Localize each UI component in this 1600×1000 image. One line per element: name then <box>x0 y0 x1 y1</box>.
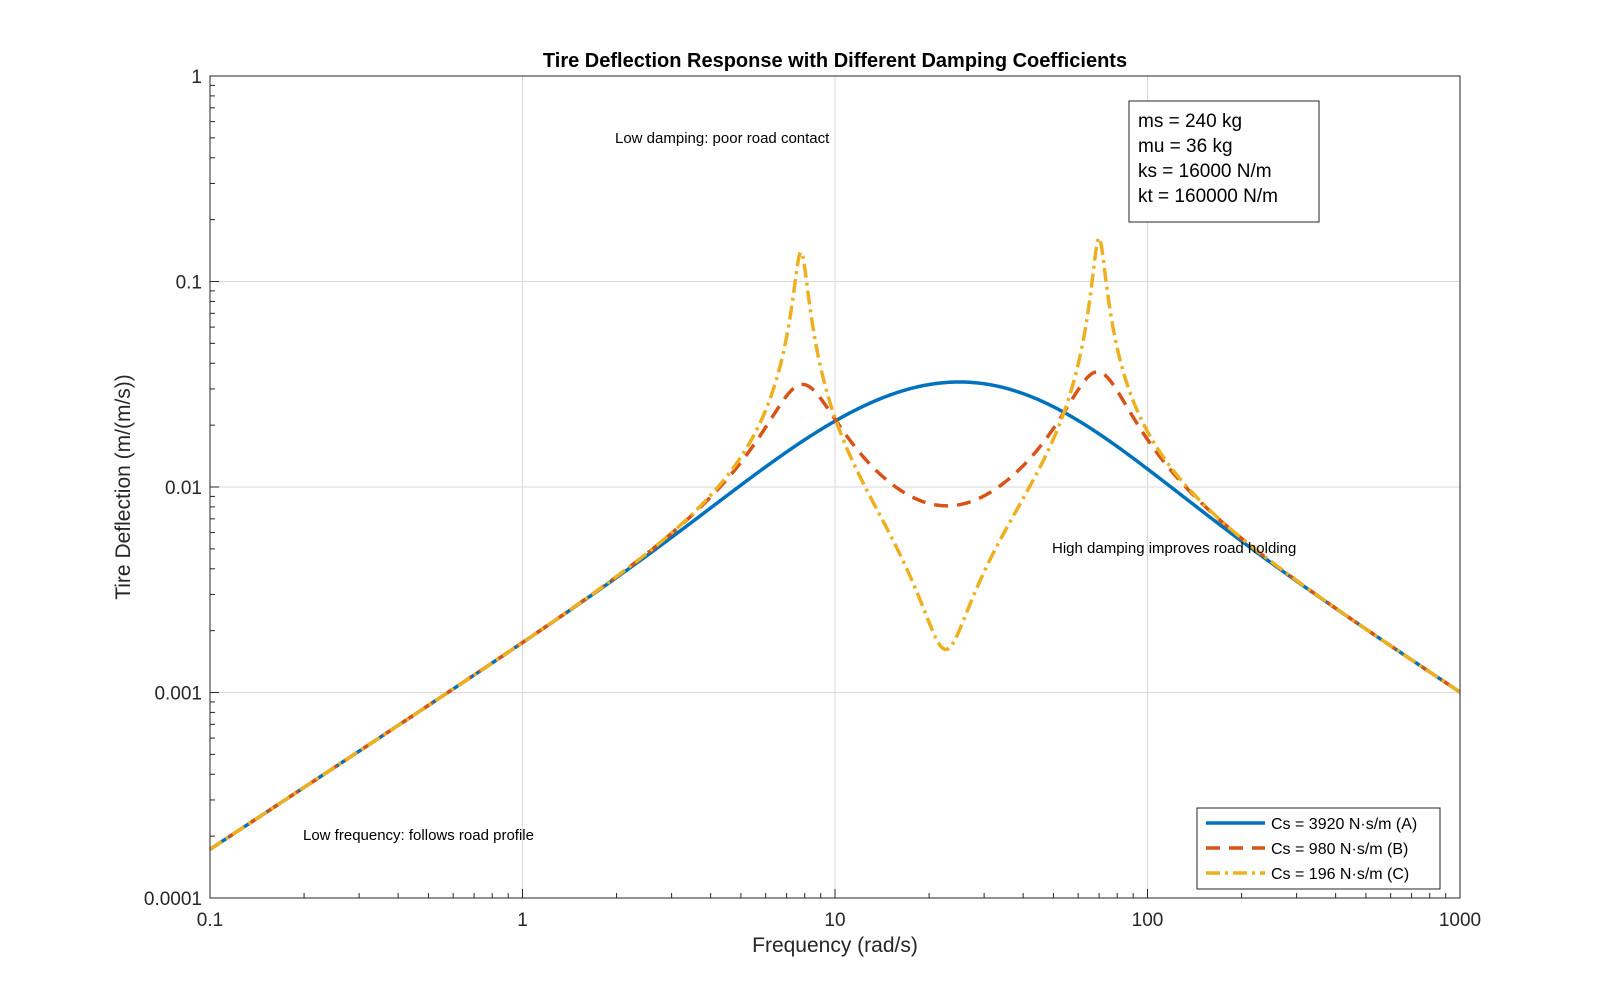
param-ks: ks = 16000 N/m <box>1138 161 1272 182</box>
legend: Cs = 3920 N·s/m (A) Cs = 980 N·s/m (B) C… <box>1196 807 1441 890</box>
legend-label-c: Cs = 196 N·s/m (C) <box>1271 866 1409 883</box>
x-tick-label: 100 <box>1132 910 1164 931</box>
x-tick-label: 10 <box>824 910 845 931</box>
y-tick-label: 0.1 <box>176 273 202 294</box>
series-group <box>209 236 1461 851</box>
legend-label-b: Cs = 980 N·s/m (B) <box>1271 841 1408 858</box>
param-kt: kt = 160000 N/m <box>1138 186 1278 207</box>
series-line-c <box>209 236 1461 851</box>
annotation-low-damping: Low damping: poor road contact <box>615 130 830 147</box>
param-mu: mu = 36 kg <box>1138 136 1233 157</box>
y-tick-label: 0.0001 <box>144 889 202 910</box>
x-tick-label: 1 <box>517 910 528 931</box>
y-tick-labels: 0.0001 0.001 0.01 0.1 1 <box>144 67 202 910</box>
parameter-box: ms = 240 kg mu = 36 kg ks = 16000 N/m kt… <box>1128 100 1320 223</box>
y-tick-label: 0.01 <box>165 478 202 499</box>
series-line-b <box>209 370 1461 851</box>
y-tick-label: 0.001 <box>154 684 202 705</box>
param-ms: ms = 240 kg <box>1138 111 1242 132</box>
parameter-box-frame <box>1128 100 1320 223</box>
annotation-low-frequency: Low frequency: follows road profile <box>303 827 534 844</box>
legend-label-a: Cs = 3920 N·s/m (A) <box>1271 816 1417 833</box>
y-axis-label: Tire Deflection (m/(m/s)) <box>112 374 135 600</box>
annotation-high-damping: High damping improves road holding <box>1052 540 1296 557</box>
chart-title: Tire Deflection Response with Different … <box>543 50 1127 72</box>
y-tick-label: 1 <box>191 67 202 88</box>
x-tick-labels: 0.1 1 10 100 1000 <box>197 910 1481 931</box>
grid <box>210 76 1460 898</box>
x-tick-label: 0.1 <box>197 910 223 931</box>
x-axis-label: Frequency (rad/s) <box>752 934 918 957</box>
axes-box <box>209 75 1461 899</box>
x-tick-label: 1000 <box>1439 910 1481 931</box>
